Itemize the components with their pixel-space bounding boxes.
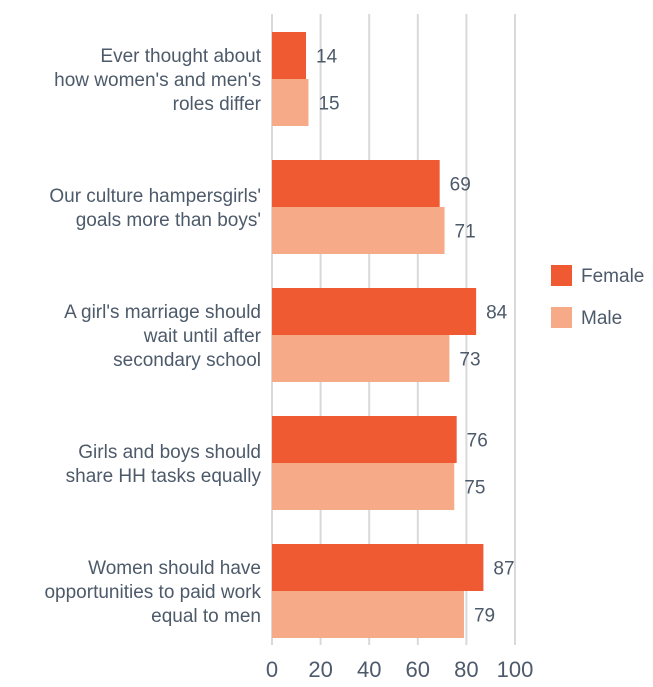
bar-male-2 xyxy=(272,335,450,382)
value-label-female-4: 87 xyxy=(493,559,514,580)
bar-female-2 xyxy=(272,288,477,335)
bar-male-4 xyxy=(272,591,464,638)
x-tick-label: 20 xyxy=(308,657,332,682)
value-label-male-1: 71 xyxy=(455,222,476,243)
x-tick-label: 40 xyxy=(357,657,381,682)
value-label-female-0: 14 xyxy=(316,47,338,68)
category-label-2: A girl's marriage should wait until after… xyxy=(64,302,262,371)
x-tick-label: 100 xyxy=(497,657,534,682)
legend: Female Male xyxy=(551,265,644,329)
legend-label-male: Male xyxy=(581,308,622,329)
x-tick-label: 60 xyxy=(406,657,430,682)
value-label-female-3: 76 xyxy=(467,431,488,452)
bar-male-0 xyxy=(272,79,309,126)
bar-male-1 xyxy=(272,207,445,254)
value-label-female-2: 84 xyxy=(486,303,508,324)
category-label-1: Our culture hampersgirls' goals more than… xyxy=(49,186,261,231)
legend-swatch-male xyxy=(551,307,572,328)
category-label-0: Ever thought about how women's and men's r… xyxy=(54,46,262,115)
category-label-3: Girls and boys should share HH tasks equa… xyxy=(66,442,262,487)
bar-female-0 xyxy=(272,32,307,79)
bar-female-1 xyxy=(272,160,440,207)
value-label-female-1: 69 xyxy=(450,175,471,196)
x-axis-ticks: 0 20 40 60 80 100 xyxy=(266,657,533,682)
value-label-male-3: 75 xyxy=(464,478,485,499)
x-tick-label: 80 xyxy=(454,657,478,682)
legend-label-female: Female xyxy=(581,266,644,287)
bar-female-4 xyxy=(272,544,484,591)
value-label-male-0: 15 xyxy=(318,94,339,115)
legend-swatch-female xyxy=(551,265,572,286)
bar-male-3 xyxy=(272,463,455,510)
category-label-4: Women should have opportunities to paid w… xyxy=(44,558,261,627)
bar-female-3 xyxy=(272,416,457,463)
value-label-male-2: 73 xyxy=(459,350,480,371)
value-labels: 14 69 84 76 87 15 71 73 75 79 xyxy=(316,47,515,627)
category-labels: Ever thought about how women's and men's r… xyxy=(44,46,261,627)
x-tick-label: 0 xyxy=(266,657,278,682)
bars xyxy=(272,32,484,638)
value-label-male-4: 79 xyxy=(474,606,495,627)
